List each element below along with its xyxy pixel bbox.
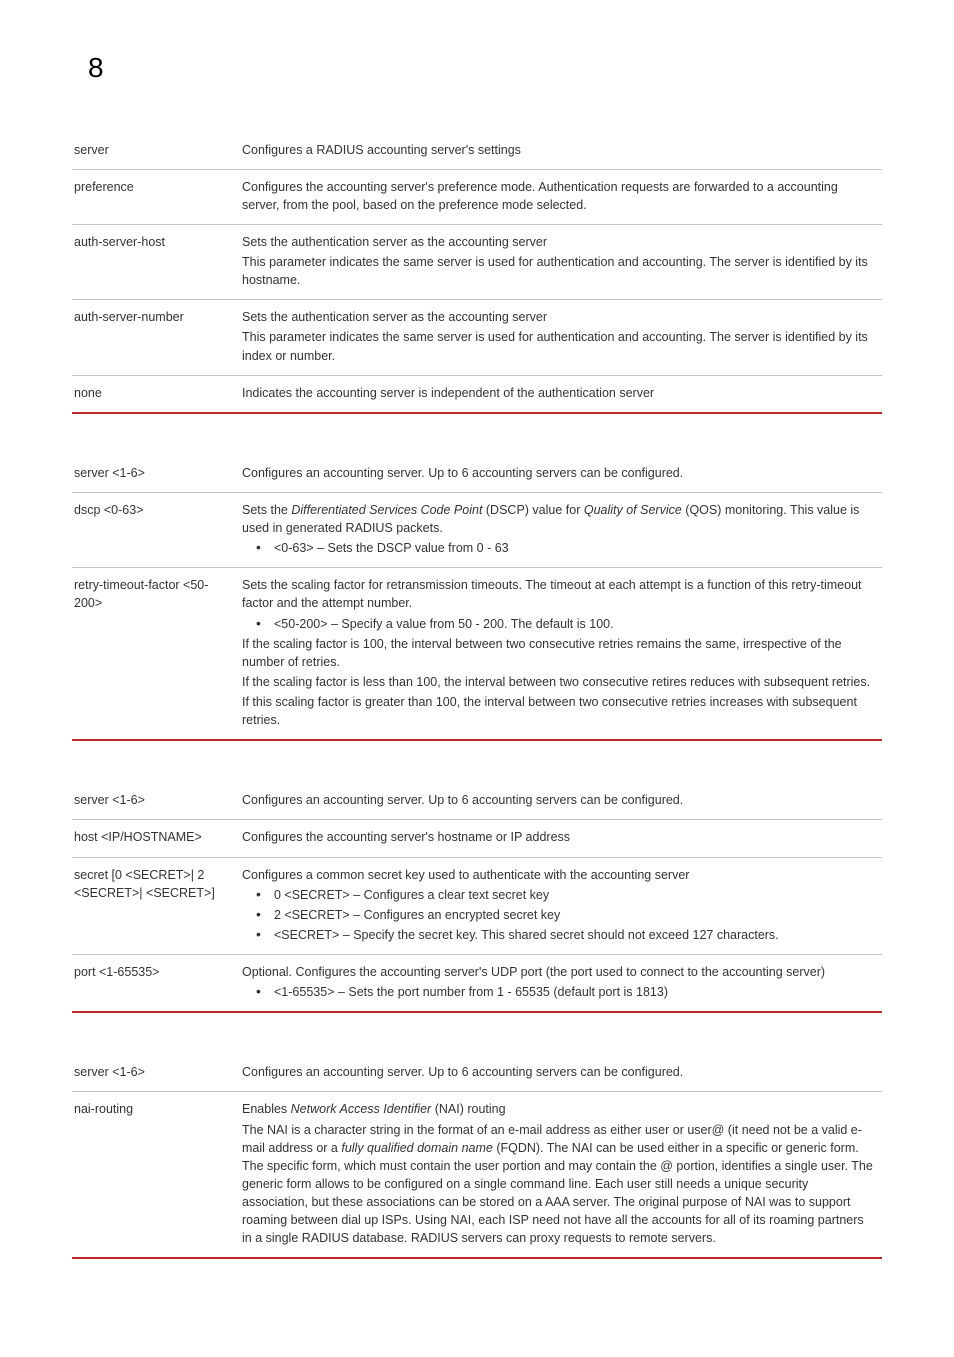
bullet-item: <1-65535> – Sets the port number from 1 … <box>242 983 876 1001</box>
table-row: dscp <0-63>Sets the Differentiated Servi… <box>72 492 882 567</box>
param-name-cell: port <1-65535> <box>72 955 240 1013</box>
bullet-list: <50-200> – Specify a value from 50 - 200… <box>242 615 876 633</box>
bullet-item: 2 <SECRET> – Configures an encrypted sec… <box>242 906 876 924</box>
bullet-list: 0 <SECRET> – Configures a clear text sec… <box>242 886 876 944</box>
desc-paragraph: If the scaling factor is less than 100, … <box>242 673 876 691</box>
params-table-1: serverConfigures a RADIUS accounting ser… <box>72 133 882 414</box>
desc-paragraph: The NAI is a character string in the for… <box>242 1121 876 1248</box>
desc-paragraph: Sets the scaling factor for retransmissi… <box>242 576 876 612</box>
param-name-cell: secret [0 <SECRET>| 2 <SECRET>| <SECRET>… <box>72 857 240 955</box>
desc-paragraph: Configures a RADIUS accounting server's … <box>242 141 876 159</box>
param-desc-cell: Configures the accounting server's hostn… <box>240 820 882 857</box>
table-row: server <1-6>Configures an accounting ser… <box>72 1055 882 1092</box>
desc-paragraph: If the scaling factor is 100, the interv… <box>242 635 876 671</box>
desc-paragraph: If this scaling factor is greater than 1… <box>242 693 876 729</box>
param-name-cell: dscp <0-63> <box>72 492 240 567</box>
param-desc-cell: Configures a common secret key used to a… <box>240 857 882 955</box>
param-desc-cell: Indicates the accounting server is indep… <box>240 375 882 413</box>
param-name-cell: auth-server-number <box>72 300 240 375</box>
param-desc-cell: Optional. Configures the accounting serv… <box>240 955 882 1013</box>
bullet-list: <0-63> – Sets the DSCP value from 0 - 63 <box>242 539 876 557</box>
param-desc-cell: Sets the scaling factor for retransmissi… <box>240 568 882 741</box>
table-row: serverConfigures a RADIUS accounting ser… <box>72 133 882 170</box>
bullet-item: <SECRET> – Specify the secret key. This … <box>242 926 876 944</box>
desc-paragraph: Configures an accounting server. Up to 6… <box>242 464 876 482</box>
desc-paragraph: Configures a common secret key used to a… <box>242 866 876 884</box>
param-desc-cell: Configures an accounting server. Up to 6… <box>240 456 882 493</box>
table-row: noneIndicates the accounting server is i… <box>72 375 882 413</box>
table-row: preferenceConfigures the accounting serv… <box>72 169 882 224</box>
desc-paragraph: This parameter indicates the same server… <box>242 328 876 364</box>
params-table-4: server <1-6>Configures an accounting ser… <box>72 1055 882 1259</box>
param-name-cell: server <1-6> <box>72 783 240 820</box>
param-name-cell: nai-routing <box>72 1092 240 1259</box>
table-row: auth-server-numberSets the authenticatio… <box>72 300 882 375</box>
table-row: secret [0 <SECRET>| 2 <SECRET>| <SECRET>… <box>72 857 882 955</box>
table-row: server <1-6>Configures an accounting ser… <box>72 456 882 493</box>
param-name-cell: preference <box>72 169 240 224</box>
param-desc-cell: Configures a RADIUS accounting server's … <box>240 133 882 170</box>
param-name-cell: server <1-6> <box>72 1055 240 1092</box>
params-table-2: server <1-6>Configures an accounting ser… <box>72 456 882 742</box>
params-table-3: server <1-6>Configures an accounting ser… <box>72 783 882 1013</box>
table-row: nai-routingEnables Network Access Identi… <box>72 1092 882 1259</box>
desc-paragraph: Configures the accounting server's prefe… <box>242 178 876 214</box>
desc-paragraph: Sets the authentication server as the ac… <box>242 308 876 326</box>
param-name-cell: server <box>72 133 240 170</box>
table-row: retry-timeout-factor <50-200>Sets the sc… <box>72 568 882 741</box>
desc-paragraph: Configures an accounting server. Up to 6… <box>242 791 876 809</box>
param-name-cell: none <box>72 375 240 413</box>
desc-paragraph: Configures the accounting server's hostn… <box>242 828 876 846</box>
param-desc-cell: Configures the accounting server's prefe… <box>240 169 882 224</box>
param-desc-cell: Sets the authentication server as the ac… <box>240 224 882 299</box>
param-desc-cell: Sets the authentication server as the ac… <box>240 300 882 375</box>
desc-paragraph: Indicates the accounting server is indep… <box>242 384 876 402</box>
bullet-item: <0-63> – Sets the DSCP value from 0 - 63 <box>242 539 876 557</box>
param-desc-cell: Sets the Differentiated Services Code Po… <box>240 492 882 567</box>
desc-paragraph: Optional. Configures the accounting serv… <box>242 963 876 981</box>
bullet-item: 0 <SECRET> – Configures a clear text sec… <box>242 886 876 904</box>
desc-paragraph: This parameter indicates the same server… <box>242 253 876 289</box>
param-name-cell: auth-server-host <box>72 224 240 299</box>
bullet-list: <1-65535> – Sets the port number from 1 … <box>242 983 876 1001</box>
page-number: 8 <box>88 48 882 89</box>
desc-paragraph: Enables Network Access Identifier (NAI) … <box>242 1100 876 1118</box>
table-row: port <1-65535>Optional. Configures the a… <box>72 955 882 1013</box>
param-desc-cell: Configures an accounting server. Up to 6… <box>240 1055 882 1092</box>
param-name-cell: retry-timeout-factor <50-200> <box>72 568 240 741</box>
table-row: auth-server-hostSets the authentication … <box>72 224 882 299</box>
desc-paragraph: Sets the Differentiated Services Code Po… <box>242 501 876 537</box>
bullet-item: <50-200> – Specify a value from 50 - 200… <box>242 615 876 633</box>
param-name-cell: server <1-6> <box>72 456 240 493</box>
param-desc-cell: Enables Network Access Identifier (NAI) … <box>240 1092 882 1259</box>
param-name-cell: host <IP/HOSTNAME> <box>72 820 240 857</box>
table-row: host <IP/HOSTNAME>Configures the account… <box>72 820 882 857</box>
param-desc-cell: Configures an accounting server. Up to 6… <box>240 783 882 820</box>
table-row: server <1-6>Configures an accounting ser… <box>72 783 882 820</box>
desc-paragraph: Sets the authentication server as the ac… <box>242 233 876 251</box>
desc-paragraph: Configures an accounting server. Up to 6… <box>242 1063 876 1081</box>
